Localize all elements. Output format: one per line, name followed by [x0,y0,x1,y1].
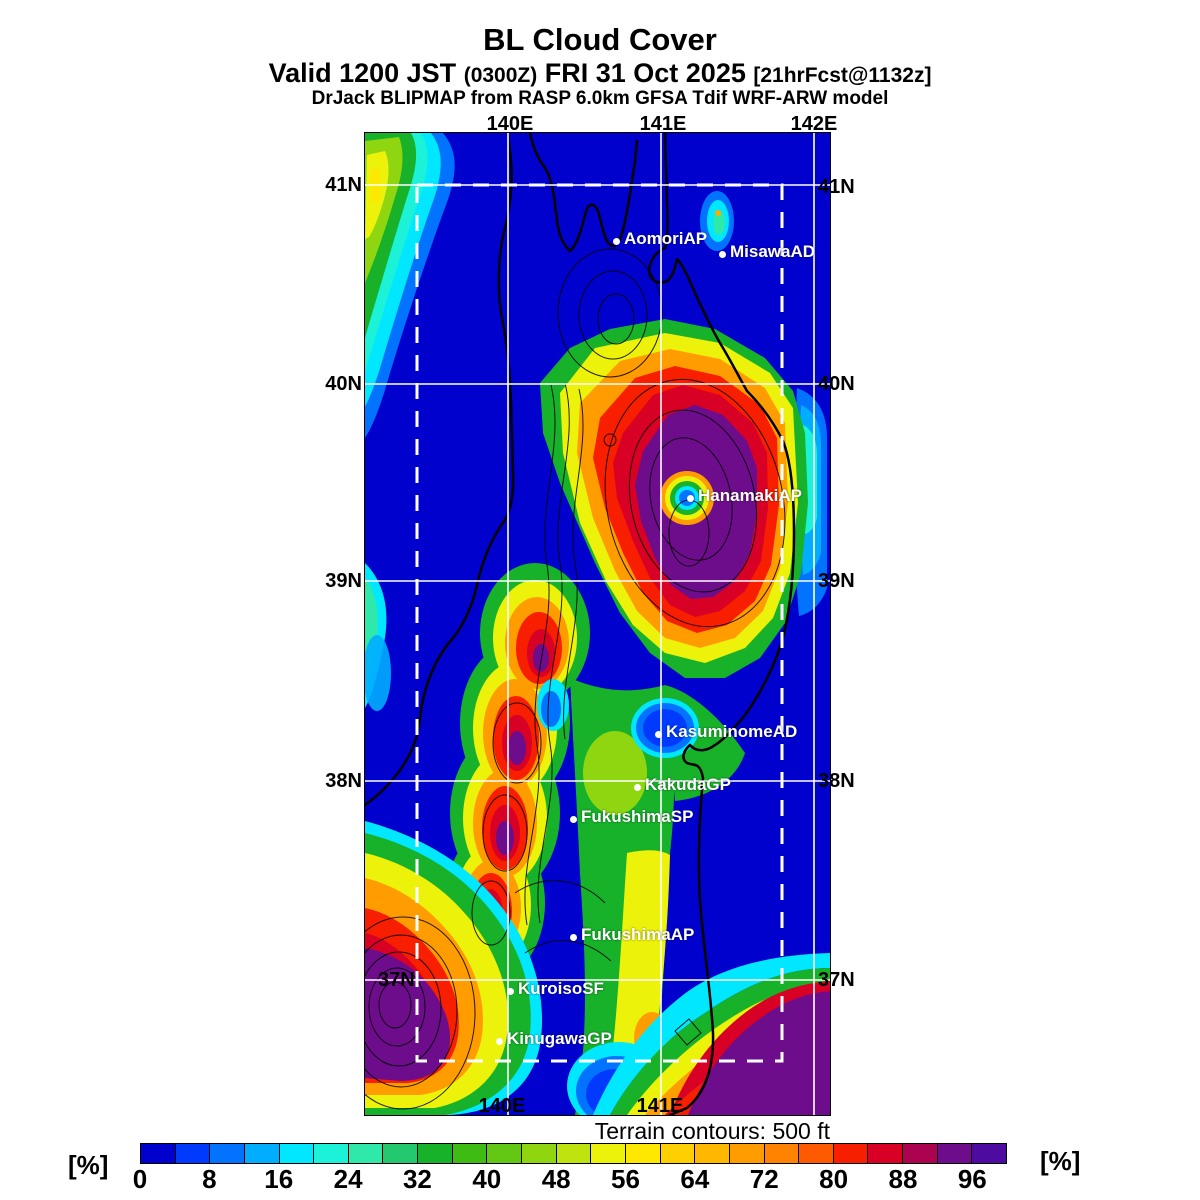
domain-boundary-box [415,183,784,1063]
axis-label-41n: 41N [325,174,362,196]
axis-label-40n: 40N [818,373,855,395]
colorbar-tick-label: 8 [202,1164,217,1194]
colorbar-tick-label: 88 [888,1164,918,1194]
valid-time-line: Valid 1200 JST (0300Z) FRI 31 Oct 2025 [… [0,58,1200,89]
valid-forecast-tag: [21hrFcst@1132z] [753,64,932,87]
colorbar-segment [556,1144,592,1163]
northwest-cloud-strip [365,133,455,438]
colorbar-segment [279,1144,315,1163]
colorbar-tick-label: 0 [132,1164,148,1194]
colorbar-tick-label: 72 [749,1164,779,1194]
colorbar-segment [522,1144,557,1163]
axis-label-38n: 38N [818,770,855,792]
station-dot [507,988,514,995]
colorbar-segment [764,1144,800,1163]
map-frame: 140E 141E 37N AomoriAP MisawaAD HanamakiAP Ka… [364,132,831,1117]
colorbar-segment [591,1144,626,1163]
axis-label-140e: 140E [486,113,534,135]
axis-label-39n: 39N [818,570,855,592]
map-inner-label-141e: 141E [636,1095,684,1117]
colorbar-segment [625,1144,661,1163]
station-dot [496,1038,503,1045]
valid-prefix: Valid 1200 JST [268,58,457,88]
colorbar [140,1143,1007,1164]
colorbar-segment [210,1144,245,1163]
map-inner-label-37n: 37N [378,969,415,991]
colorbar-tick-label: 16 [264,1164,294,1194]
colorbar-segment [729,1144,765,1163]
colorbar-segment [487,1144,523,1163]
colorbar-segment [418,1144,453,1163]
station-dot [570,816,577,823]
misawa-cloud-patch [700,191,734,251]
axis-label-37n: 37N [818,969,855,991]
station-dot [613,238,620,245]
colorbar-tick-label: 64 [680,1164,710,1194]
colorbar-tick-label: 80 [819,1164,849,1194]
colorbar-segment [937,1144,973,1163]
page-title: BL Cloud Cover [483,22,717,57]
axis-label-38n: 38N [325,770,362,792]
station-label: MisawaAD [730,242,816,261]
colorbar-tick-label: 48 [541,1164,571,1194]
matsushima-patch [631,698,699,758]
colorbar-tick-label: 32 [402,1164,432,1194]
axis-label-142e: 142E [790,113,838,135]
axis-label-41n: 41N [818,176,855,198]
colorbar-segment [141,1144,176,1163]
cloud-cover-map [365,133,830,1115]
station-label: KuroisoSF [518,979,604,998]
station-dot [655,731,662,738]
station-label: AomoriAP [624,229,708,248]
colorbar-segment [695,1144,730,1163]
colorbar-tick-label: 40 [472,1164,502,1194]
station-label: KasuminomeAD [666,722,798,741]
colorbar-segment [799,1144,834,1163]
valid-date: FRI 31 Oct 2025 [544,58,746,88]
colorbar-segment [175,1144,211,1163]
valid-zulu: (0300Z) [463,64,538,87]
colorbar-ticks: 0 8 16 24 32 40 48 56 64 72 80 88 96 [133,1164,1007,1196]
station-dot [719,251,726,258]
colorbar-segment [314,1144,349,1163]
colorbar-tick-label: 96 [957,1164,987,1194]
terrain-contour-note: Terrain contours: 500 ft [594,1118,830,1144]
colorbar-tick-label: 56 [611,1164,640,1194]
station-dot [634,784,641,791]
station-label: KinugawaGP [507,1029,612,1048]
colorbar-segment [903,1144,938,1163]
colorbar-segment [660,1144,696,1163]
station-dot [570,934,577,941]
model-info-line: DrJack BLIPMAP from RASP 6.0km GFSA Tdif… [311,88,889,109]
colorbar-tick-label: 24 [333,1164,363,1194]
station-label: HanamakiAP [698,486,802,505]
station-label: FukushimaAP [581,925,695,944]
map-inner-label-140e: 140E [478,1095,526,1117]
colorbar-segment [833,1144,869,1163]
terrain-contours [365,248,786,1110]
coastline [365,133,796,1115]
colorbar-unit-left: [%] [68,1150,109,1180]
station-label: FukushimaSP [581,807,694,826]
colorbar-segment [383,1144,419,1163]
station-label: KakudaGP [645,775,731,794]
axis-label-141e: 141E [639,113,687,135]
colorbar-segment [972,1144,1007,1163]
colorbar-segment [868,1144,904,1163]
west-coast-patches [365,563,391,711]
southeast-cloud-mass [593,953,830,1115]
colorbar-segment [452,1144,488,1163]
colorbar-segment [348,1144,384,1163]
station-dot [687,495,694,502]
colorbar-unit-right: [%] [1040,1146,1081,1176]
colorbar-segment [244,1144,280,1163]
axis-label-40n: 40N [325,373,362,395]
axis-label-39n: 39N [325,570,362,592]
